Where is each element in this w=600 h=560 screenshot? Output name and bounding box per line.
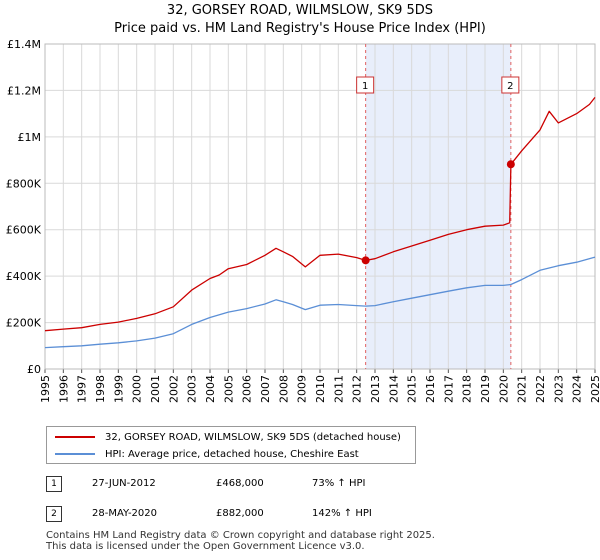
x-tick-label: 2016 — [424, 375, 437, 403]
transaction-point — [361, 256, 370, 265]
footer-attribution: Contains HM Land Registry data © Crown c… — [46, 530, 435, 552]
y-tick-label: £600K — [6, 224, 42, 237]
y-tick-label: £1M — [18, 131, 42, 144]
legend-swatch-property — [55, 436, 95, 438]
x-tick-label: 2006 — [241, 375, 254, 403]
y-tick-label: £400K — [6, 270, 42, 283]
x-tick-label: 2015 — [406, 375, 419, 403]
x-tick-label: 1995 — [39, 375, 52, 403]
transaction-price: £468,000 — [216, 478, 264, 489]
transaction-marker-label: 1 — [362, 81, 368, 92]
transaction-hpi-change: 142% ↑ HPI — [312, 508, 372, 519]
legend-label-hpi: HPI: Average price, detached house, Ches… — [105, 448, 359, 460]
x-tick-label: 2008 — [277, 375, 290, 403]
series-line-hpi — [44, 256, 596, 349]
chart-legend: 32, GORSEY ROAD, WILMSLOW, SK9 5DS (deta… — [46, 426, 416, 464]
transaction-point — [506, 160, 515, 169]
x-tick-label: 2003 — [186, 375, 199, 403]
x-tick-label: 2012 — [351, 375, 364, 403]
x-tick-label: 2004 — [204, 375, 217, 403]
x-tick-label: 1998 — [94, 375, 107, 403]
x-tick-label: 2024 — [571, 375, 584, 403]
x-tick-label: 2001 — [149, 375, 162, 403]
ownership-period-band — [365, 44, 511, 369]
x-tick-label: 1996 — [57, 375, 70, 403]
transaction-marker-badge — [356, 76, 375, 94]
price-chart: £0 £200K £400K £600K £800K £1M £1.2M £1.4M 1995 1… — [6, 38, 600, 403]
y-tick-label: £0 — [27, 363, 41, 376]
y-tick-label: £1.4M — [7, 38, 41, 51]
x-tick-label: 2014 — [387, 375, 400, 403]
transaction-hpi-change: 73% ↑ HPI — [312, 478, 366, 489]
footer-line-2: This data is licensed under the Open Gov… — [46, 541, 365, 552]
legend-label-property: 32, GORSEY ROAD, WILMSLOW, SK9 5DS (deta… — [105, 431, 401, 443]
x-tick-label: 2021 — [516, 375, 529, 403]
x-tick-label: 2007 — [259, 375, 272, 403]
plot-frame — [44, 43, 596, 370]
footer-line-1: Contains HM Land Registry data © Crown c… — [46, 530, 435, 541]
legend-item-property: 32, GORSEY ROAD, WILMSLOW, SK9 5DS (deta… — [55, 429, 401, 445]
x-tick-label: 1999 — [112, 375, 125, 403]
y-tick-label: £800K — [6, 177, 42, 190]
x-tick-label: 2009 — [296, 375, 309, 403]
transaction-marker-label: 2 — [507, 81, 513, 92]
title-line-1: 32, GORSEY ROAD, WILMSLOW, SK9 5DS — [166, 3, 434, 18]
x-tick-label: 2020 — [497, 375, 510, 403]
series-line-property — [44, 96, 596, 332]
x-tick-label: 2019 — [479, 375, 492, 403]
legend-item-hpi: HPI: Average price, detached house, Ches… — [55, 446, 359, 462]
transaction-date: 27-JUN-2012 — [92, 478, 156, 489]
transaction-price: £882,000 — [216, 508, 264, 519]
chart-title: 32, GORSEY ROAD, WILMSLOW, SK9 5DS Price… — [0, 2, 600, 38]
x-tick-label: 2025 — [589, 375, 600, 403]
title-line-2: Price paid vs. HM Land Registry's House … — [114, 21, 486, 36]
x-tick-label: 2013 — [369, 375, 382, 403]
x-tick-label: 2022 — [534, 375, 547, 403]
x-tick-label: 2017 — [442, 375, 455, 403]
x-tick-label: 2005 — [222, 375, 235, 403]
y-tick-label: £200K — [6, 317, 42, 330]
x-tick-label: 2000 — [131, 375, 144, 403]
legend-swatch-hpi — [55, 453, 95, 455]
x-tick-label: 2010 — [314, 375, 327, 403]
x-tick-label: 2023 — [552, 375, 565, 403]
x-tick-label: 2011 — [332, 375, 345, 403]
x-tick-label: 2018 — [461, 375, 474, 403]
transaction-badge: 2 — [46, 506, 62, 522]
transaction-marker-badge — [501, 76, 520, 94]
y-tick-label: £1.2M — [7, 84, 41, 97]
transaction-date: 28-MAY-2020 — [92, 508, 158, 519]
transaction-badge: 1 — [46, 476, 62, 492]
x-tick-label: 2002 — [167, 375, 180, 403]
x-tick-label: 1997 — [76, 375, 89, 403]
